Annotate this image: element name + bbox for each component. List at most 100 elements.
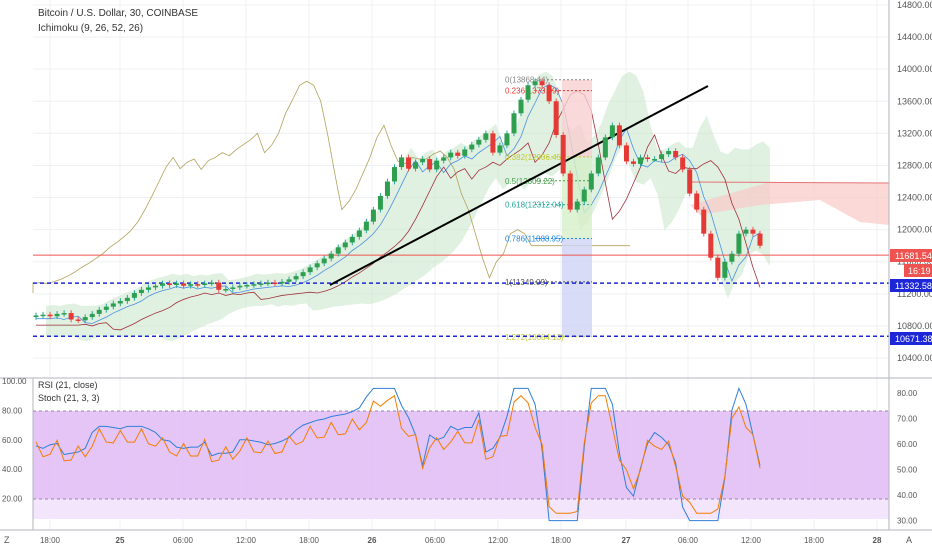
- candle-body: [413, 162, 419, 169]
- candle-body: [532, 81, 538, 86]
- zoom-button[interactable]: Z: [4, 535, 10, 545]
- price-tick: 10400.00: [897, 353, 932, 363]
- auto-scale-button[interactable]: A: [906, 535, 912, 545]
- candle-body: [75, 319, 81, 321]
- candle-body: [736, 233, 742, 254]
- price-tick: 14000.00: [897, 64, 932, 74]
- time-tick: 26: [368, 536, 377, 545]
- candle-body: [441, 157, 447, 161]
- candle-body: [476, 139, 482, 145]
- candle-body: [595, 157, 601, 174]
- current-price-tag: 11681.54: [890, 249, 932, 262]
- candle-body: [715, 257, 721, 278]
- candle-body: [117, 301, 123, 304]
- candle-body: [216, 282, 222, 290]
- candle-body: [335, 247, 341, 254]
- candle-body: [406, 157, 412, 169]
- candle-body: [659, 154, 665, 160]
- candle-body: [483, 133, 489, 140]
- candle-body: [40, 314, 46, 317]
- rsi-label[interactable]: RSI (21, close): [38, 380, 98, 390]
- candle-body: [567, 173, 573, 210]
- fib-level-label: 0(13868.44): [505, 76, 548, 85]
- candle-body: [54, 313, 60, 317]
- candle-body: [258, 283, 264, 285]
- candle-body: [145, 287, 151, 290]
- trendline[interactable]: [329, 85, 709, 286]
- candle-body: [202, 283, 208, 285]
- price-tick: 11200.00: [897, 289, 932, 299]
- rsi-left-axis: 100.00 80.00 60.00 40.00 20.00: [2, 377, 27, 504]
- candle-body: [630, 161, 636, 164]
- rsi-right-tick: 60.00: [897, 440, 918, 449]
- candle-body: [33, 315, 39, 318]
- time-axis[interactable]: 18:00 25 06:00 12:00 18:00 26 06:00 12:00 18:00 2…: [40, 536, 882, 545]
- time-tick: 18:00: [40, 536, 61, 545]
- candle-body: [138, 289, 144, 294]
- candle-body: [195, 284, 201, 286]
- candle-body: [96, 309, 102, 314]
- candle-body: [729, 253, 735, 262]
- time-tick: 18:00: [299, 536, 320, 545]
- ichimoku-cloud: [32, 71, 890, 342]
- candle-body: [342, 242, 348, 248]
- candle-body: [300, 272, 306, 277]
- horizontal-levels[interactable]: [33, 254, 889, 337]
- time-tick: 28: [873, 536, 882, 545]
- fib-level-label: 0.236(1373.09): [505, 87, 560, 96]
- rsi-right-tick: 40.00: [897, 491, 918, 500]
- candle-body: [110, 303, 116, 307]
- rsi-left-tick: 20.00: [2, 495, 23, 504]
- candle-body: [602, 137, 608, 158]
- stoch-label[interactable]: Stoch (21, 3, 3): [38, 393, 100, 403]
- candle-body: [427, 159, 433, 170]
- price-tick: 13600.00: [897, 96, 932, 106]
- candle-body: [377, 195, 383, 210]
- candle-body: [673, 151, 679, 158]
- lagging-span: [32, 80, 630, 294]
- candle-body: [750, 229, 756, 234]
- candle-body: [223, 289, 229, 291]
- rsi-right-tick: 50.00: [897, 466, 918, 475]
- candle-body: [244, 284, 250, 287]
- fib-zone-2: [562, 238, 592, 337]
- candle-body: [708, 233, 714, 258]
- candle-body: [616, 125, 622, 146]
- candle-body: [279, 281, 285, 284]
- candle-body: [588, 173, 594, 190]
- level-lower-text: 10671.38: [895, 334, 932, 344]
- time-tick: 18:00: [804, 536, 825, 545]
- candle-body: [581, 189, 587, 202]
- candle-body: [490, 133, 496, 153]
- candle-body: [574, 201, 580, 210]
- ichimoku-label[interactable]: Ichimoku (9, 26, 52, 26): [38, 23, 143, 34]
- candle-body: [356, 230, 362, 237]
- candle-body: [68, 313, 74, 320]
- rsi-line: [35, 394, 761, 514]
- current-price-text: 11681.54: [895, 251, 932, 261]
- candle-body: [314, 263, 320, 268]
- rsi-left-tick: 80.00: [2, 406, 23, 415]
- candle-body: [230, 287, 236, 290]
- price-axis[interactable]: 14800.00 14400.00 14000.00 13600.00 13200.00…: [897, 0, 932, 363]
- rsi-right-tick: 30.00: [897, 517, 918, 526]
- time-tick: 18:00: [551, 536, 572, 545]
- candle-body: [743, 229, 749, 234]
- candle-body: [623, 145, 629, 162]
- rsi-left-tick: 100.00: [2, 377, 27, 386]
- level-lower-tag: 10671.38: [890, 332, 932, 345]
- candle-body: [609, 125, 615, 138]
- fibonacci-retracement[interactable]: 0(13868.44) 0.236(1373.09) 0.382(12906.45)…: [505, 76, 592, 342]
- time-tick: 27: [622, 536, 631, 545]
- fib-level-label: 0.786(11888.95): [505, 235, 563, 244]
- candle-body: [539, 81, 545, 86]
- senkou-span-line: [689, 181, 890, 184]
- cloud-bullish: [46, 71, 770, 342]
- fib-level-label: 1(11349.09): [505, 278, 548, 287]
- price-tick: 12400.00: [897, 193, 932, 203]
- candle-body: [455, 152, 461, 156]
- candle-body: [321, 258, 327, 264]
- candle-body: [174, 283, 180, 285]
- candle-body: [131, 293, 137, 298]
